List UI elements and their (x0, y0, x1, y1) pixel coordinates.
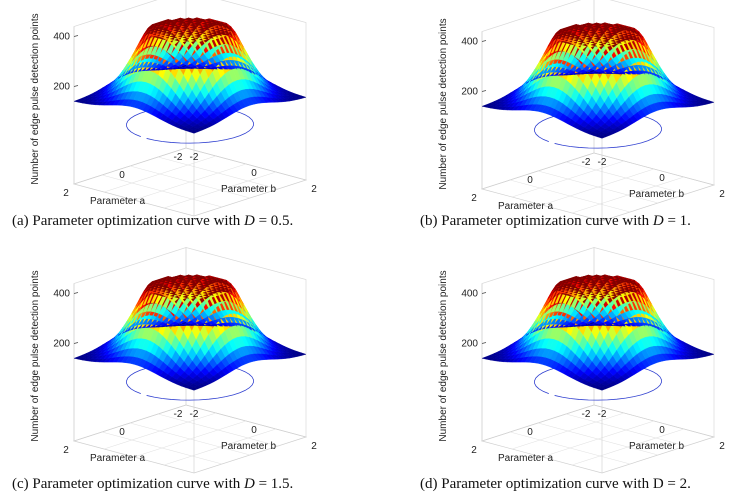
floor-plane (480, 404, 716, 474)
x-tick-label: -2 (582, 157, 591, 168)
caption-d: (d) Parameter optimization curve with D … (420, 476, 691, 492)
caption-b: (b) Parameter optimization curve with D … (420, 213, 691, 229)
z-tick-label: 400 (53, 289, 70, 300)
floor-grid-line (571, 428, 685, 466)
z-axis-label: Number of edge pulse detection points (438, 270, 449, 441)
x-axis-label: Parameter a (498, 453, 553, 464)
chart-panel-a: 200 400 Number of edge pulse detection poi… (30, 0, 340, 217)
y-axis-label: Parameter b (221, 441, 276, 452)
x-tick-label: 0 (527, 427, 533, 438)
floor-grid-line (541, 420, 655, 458)
z-tick-mark (73, 292, 79, 294)
chart-panel-d: 200 400 Number of edge pulse detection poi… (438, 247, 748, 474)
y-tick-label: -2 (190, 409, 199, 420)
x-tick-label: 0 (527, 175, 533, 186)
floor-grid-line (163, 171, 277, 209)
y-tick-label: -2 (598, 157, 607, 168)
surface-patch (705, 352, 715, 356)
x-tick-label: 0 (119, 427, 125, 438)
z-tick-mark (73, 35, 79, 37)
z-tick-mark (73, 85, 79, 87)
z-tick-mark (481, 342, 487, 344)
z-tick-label: 200 (461, 87, 478, 98)
chart-panel-c: 200 400 Number of edge pulse detection poi… (30, 247, 340, 474)
x-axis-label: Parameter a (498, 201, 553, 212)
caption-c: (c) Parameter optimization curve with D … (12, 476, 294, 492)
floor-grid-line (101, 431, 223, 465)
z-tick-label: 400 (53, 32, 70, 43)
floor-grid-line (133, 163, 247, 201)
z-axis-label: Number of edge pulse detection points (30, 13, 41, 184)
y-tick-label: 2 (311, 184, 317, 195)
x-tick-label: -2 (174, 409, 183, 420)
y-tick-label: 2 (719, 441, 725, 452)
x-tick-label: 2 (63, 445, 69, 456)
floor-plane (72, 404, 308, 474)
y-tick-label: 0 (659, 173, 665, 184)
x-tick-label: 2 (471, 445, 477, 456)
surface (481, 22, 715, 139)
y-axis-label: Parameter b (221, 184, 276, 195)
floor-grid-line (163, 428, 277, 466)
y-tick-label: 0 (251, 425, 257, 436)
z-tick-label: 200 (53, 339, 70, 350)
x-tick-label: 2 (471, 193, 477, 204)
y-tick-label: 0 (659, 425, 665, 436)
surface (73, 17, 307, 134)
x-axis-label: Parameter a (90, 196, 145, 207)
z-tick-label: 400 (461, 37, 478, 48)
y-tick-label: 0 (251, 168, 257, 179)
chart-panel-b: 200 400 Number of edge pulse detection poi… (438, 0, 748, 222)
x-axis-label: Parameter a (90, 453, 145, 464)
z-axis-label: Number of edge pulse detection points (438, 18, 449, 189)
caption-a: (a) Parameter optimization curve with D … (12, 213, 294, 229)
surface-patch (297, 95, 307, 99)
z-axis-label: Number of edge pulse detection points (30, 270, 41, 441)
floor-grid-line (101, 174, 223, 208)
z-tick-mark (73, 342, 79, 344)
y-tick-label: -2 (190, 152, 199, 163)
z-tick-label: 200 (461, 339, 478, 350)
x-tick-label: 0 (119, 170, 125, 181)
z-tick-mark (481, 292, 487, 294)
y-tick-label: 2 (719, 189, 725, 200)
floor-plane (480, 152, 716, 222)
x-tick-label: -2 (582, 409, 591, 420)
floor-grid-line (541, 168, 655, 206)
y-axis-label: Parameter b (629, 441, 684, 452)
floor-grid-line (133, 420, 247, 458)
surface (73, 274, 307, 391)
axes-box (72, 0, 308, 217)
y-tick-label: -2 (598, 409, 607, 420)
z-tick-label: 200 (53, 82, 70, 93)
z-tick-label: 400 (461, 289, 478, 300)
z-tick-mark (481, 90, 487, 92)
x-tick-label: -2 (174, 152, 183, 163)
z-tick-mark (481, 40, 487, 42)
surface-patch (705, 100, 715, 104)
floor-grid-line (571, 176, 685, 214)
surface (481, 274, 715, 391)
axes-box (480, 0, 716, 222)
y-tick-label: 2 (311, 441, 317, 452)
floor-grid-line (509, 179, 631, 213)
surface-patch (297, 352, 307, 356)
y-axis-label: Parameter b (629, 189, 684, 200)
x-tick-label: 2 (63, 188, 69, 199)
floor-grid-line (509, 431, 631, 465)
floor-plane (72, 147, 308, 217)
